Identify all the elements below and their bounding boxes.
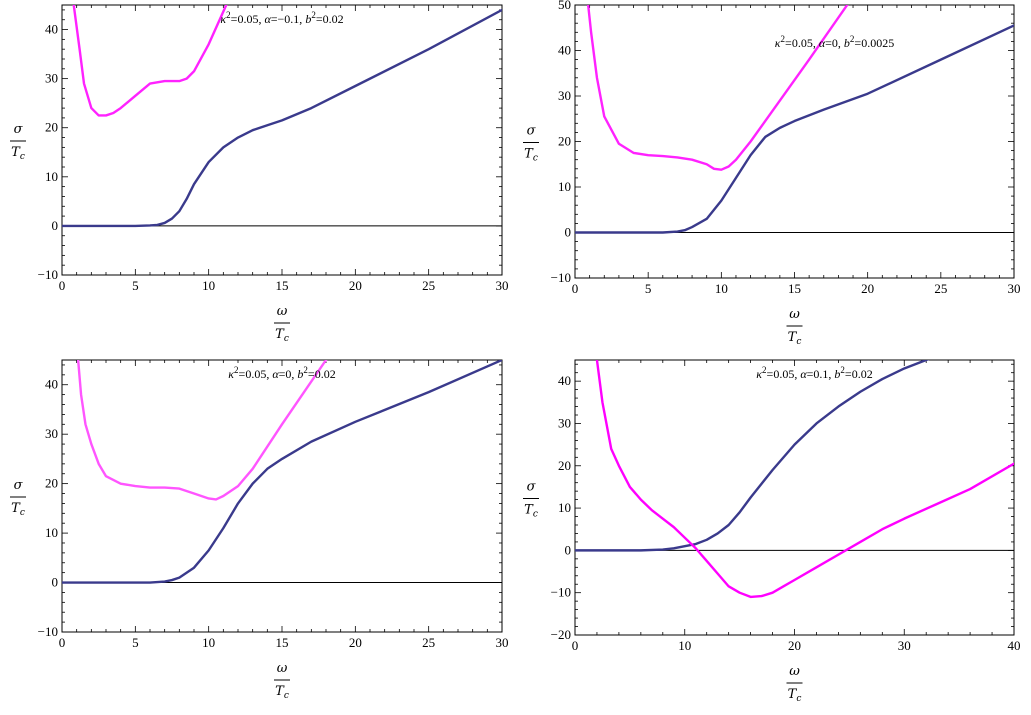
y-axis-label: σ Tc: [10, 478, 26, 518]
y-tick-label: 20: [45, 120, 58, 135]
x-tick-label: 10: [202, 635, 215, 650]
x-tick-label: 0: [572, 281, 579, 296]
svg-text:Tc: Tc: [275, 327, 289, 344]
parameter-annotation: κ2=0.05, α=0, b2=0.02: [228, 365, 335, 381]
x-axis-label: ω Tc: [786, 664, 803, 704]
y-tick-label: −10: [551, 270, 571, 285]
x-tick-label: 5: [132, 278, 139, 293]
y-tick-label: 20: [45, 476, 58, 491]
series-magenta-line: [586, 5, 849, 171]
series-magenta-line: [76, 360, 328, 501]
svg-text:σ: σ: [527, 480, 537, 495]
svg-text:Tc: Tc: [11, 145, 25, 162]
series-dark-line: [62, 360, 502, 584]
y-tick-label: 0: [52, 218, 59, 233]
x-tick-label: 5: [132, 635, 139, 650]
x-tick-label: 25: [422, 635, 435, 650]
y-tick-label: −10: [551, 585, 571, 600]
x-tick-label: 20: [349, 278, 362, 293]
svg-text:σ: σ: [527, 124, 537, 139]
x-tick-label: 40: [1008, 638, 1021, 653]
x-tick-label: 30: [496, 278, 509, 293]
svg-text:Tc: Tc: [524, 147, 538, 164]
svg-text:Tc: Tc: [524, 503, 538, 520]
y-tick-label: −20: [551, 627, 571, 642]
y-axis-label: σ Tc: [523, 124, 539, 164]
x-tick-label: 30: [1008, 281, 1021, 296]
y-tick-label: 10: [558, 500, 571, 515]
y-tick-label: 30: [558, 415, 571, 430]
x-tick-label: 0: [59, 635, 66, 650]
svg-text:ω: ω: [789, 307, 800, 322]
x-tick-label: 30: [898, 638, 911, 653]
y-tick-label: 20: [558, 134, 571, 149]
parameter-annotation: κ2=0.05, α=0, b2=0.0025: [775, 34, 894, 50]
series-dark-line: [62, 8, 502, 228]
x-tick-label: 20: [788, 638, 801, 653]
y-tick-label: 40: [45, 22, 58, 37]
x-tick-label: 10: [678, 638, 691, 653]
x-tick-label: 25: [422, 278, 435, 293]
y-tick-label: 10: [558, 179, 571, 194]
x-axis-label: ω Tc: [274, 661, 290, 701]
x-tick-label: 20: [349, 635, 362, 650]
series-dark-line: [575, 24, 1014, 234]
series-magenta-line: [72, 5, 228, 117]
y-tick-label: 0: [565, 225, 572, 240]
y-tick-label: 0: [565, 542, 572, 557]
series-dark-line: [575, 360, 930, 552]
y-tick-label: −10: [38, 624, 58, 639]
y-axis-label: σ Tc: [10, 122, 26, 162]
y-tick-label: 40: [558, 43, 571, 58]
panel-4: 0 10 20 30 40 −20 −10 0 10 20 30 40 κ2=0.05, α=0.1, …: [523, 359, 1021, 704]
x-tick-label: 0: [59, 278, 66, 293]
x-tick-label: 30: [496, 635, 509, 650]
x-tick-label: 0: [572, 638, 579, 653]
x-tick-label: 10: [202, 278, 215, 293]
series-magenta-line: [595, 360, 1014, 599]
y-tick-label: 30: [45, 426, 58, 441]
svg-text:ω: ω: [789, 664, 800, 679]
x-axis-label: ω Tc: [274, 304, 290, 344]
y-axis-label: σ Tc: [523, 480, 539, 520]
y-tick-label: 40: [558, 373, 571, 388]
svg-text:ω: ω: [277, 304, 288, 319]
svg-text:σ: σ: [14, 478, 24, 493]
svg-text:σ: σ: [14, 122, 24, 137]
x-tick-label: 15: [276, 278, 289, 293]
y-tick-label: 30: [558, 88, 571, 103]
parameter-annotation: κ2=0.05, α=0.1, b2=0.02: [756, 365, 872, 381]
x-tick-label: 10: [715, 281, 728, 296]
x-tick-label: 20: [861, 281, 874, 296]
parameter-annotation: κ2=0.05, α=−0.1, b2=0.02: [220, 10, 343, 26]
y-tick-label: 20: [558, 458, 571, 473]
x-tick-label: 25: [934, 281, 947, 296]
x-axis-label: ω Tc: [786, 307, 803, 347]
svg-text:Tc: Tc: [275, 684, 289, 701]
y-tick-label: 10: [45, 169, 58, 184]
x-tick-label: 15: [276, 635, 289, 650]
y-tick-label: 30: [45, 71, 58, 86]
y-tick-label: 10: [45, 525, 58, 540]
x-tick-label: 5: [645, 281, 652, 296]
svg-text:Tc: Tc: [788, 330, 802, 347]
y-tick-label: −10: [38, 267, 58, 282]
y-tick-label: 40: [45, 377, 58, 392]
y-tick-label: 50: [558, 0, 571, 12]
plot-frame: [61, 359, 503, 633]
y-tick-label: 0: [52, 575, 59, 590]
plot-frame: [574, 359, 1015, 636]
svg-text:ω: ω: [277, 661, 288, 676]
x-tick-label: 15: [788, 281, 801, 296]
svg-text:Tc: Tc: [11, 501, 25, 518]
svg-text:Tc: Tc: [788, 687, 802, 704]
